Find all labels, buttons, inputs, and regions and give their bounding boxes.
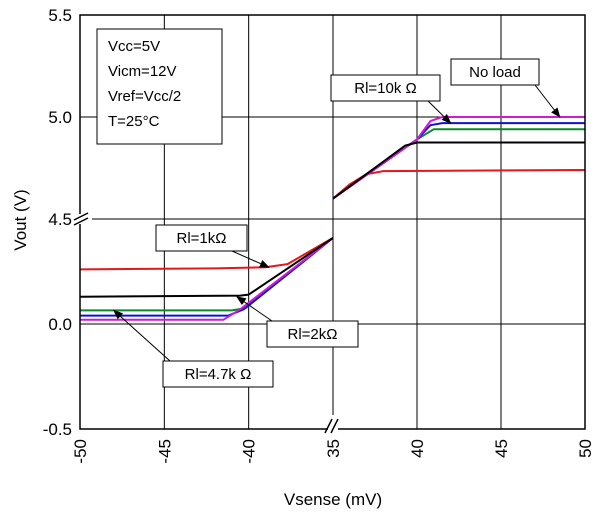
x-tick-label: 40 <box>408 439 427 458</box>
break-slash <box>324 418 333 434</box>
annotation: Rl=4.7k Ω <box>112 309 274 388</box>
series-line-right <box>332 169 586 200</box>
conditions-line: T=25°C <box>108 113 160 130</box>
series-line-right <box>332 128 585 200</box>
y-tick-label: 4.5 <box>48 210 72 229</box>
break-gap <box>76 214 88 224</box>
x-axis-break <box>324 418 339 437</box>
y-tick-label: 0.0 <box>48 315 72 334</box>
annotation-box <box>330 74 441 102</box>
conditions-line: Vcc=5V <box>108 38 160 55</box>
series-line-right <box>332 141 585 200</box>
y-tick-label: -0.5 <box>43 420 72 439</box>
break-slash <box>330 418 339 434</box>
annotation-box <box>266 320 359 348</box>
annotation-arrow <box>236 296 273 322</box>
annotation-arrow <box>534 84 561 118</box>
annotation-label: No load <box>469 64 521 81</box>
annotation-label: Rl=2kΩ <box>288 326 338 343</box>
annotation-box <box>155 224 248 252</box>
break-slash <box>73 212 89 221</box>
y-axis-break <box>73 212 89 226</box>
conditions-box: Vcc=5V Vicm=12V Vref=Vcc/2 T=25°C <box>96 28 223 145</box>
x-tick-label: -45 <box>155 439 174 464</box>
annotation: Rl=2kΩ <box>236 296 359 348</box>
series-line-right <box>332 122 585 200</box>
tick-labels: -0.5 0.0 4.5 5.0 5.5 -50 -45 -40 35 40 45 50 <box>43 6 595 464</box>
y-tick-label: 5.5 <box>48 6 72 25</box>
annotation: No load <box>450 58 561 118</box>
annotation-arrow <box>427 100 452 124</box>
plot-frame <box>73 14 586 437</box>
annotation: Rl=10k Ω <box>330 74 452 124</box>
conditions-line: Vicm=12V <box>108 63 177 80</box>
y-axis-title: Vout (V) <box>11 189 30 250</box>
x-tick-label: 45 <box>492 439 511 458</box>
x-tick-label: -40 <box>240 439 259 464</box>
x-tick-label: 35 <box>324 439 343 458</box>
annotations: Vcc=5V Vicm=12V Vref=Vcc/2 T=25°C Rl=1kΩ Rl=2… <box>96 28 561 388</box>
annotation-box <box>162 360 274 388</box>
x-axis-title: Vsense (mV) <box>284 490 382 509</box>
x-tick-label: -50 <box>71 439 90 464</box>
series-lines <box>79 116 586 321</box>
annotation-box <box>450 58 540 86</box>
x-tick-label: 50 <box>576 439 595 458</box>
series-line-right <box>332 116 585 200</box>
annotation-arrow <box>231 250 270 268</box>
conditions-box-frame <box>96 28 223 145</box>
series-line-left <box>80 237 334 321</box>
annotation-arrow <box>112 309 171 362</box>
break-slash <box>73 217 89 226</box>
series-line-left <box>79 237 334 298</box>
annotation-label: Rl=4.7k Ω <box>185 366 252 383</box>
conditions-line: Vref=Vcc/2 <box>108 88 181 105</box>
y-tick-label: 5.0 <box>48 108 72 127</box>
annotation-label: Rl=10k Ω <box>354 80 417 97</box>
annotation: Rl=1kΩ <box>155 224 270 268</box>
annotation-label: Rl=1kΩ <box>177 230 227 247</box>
